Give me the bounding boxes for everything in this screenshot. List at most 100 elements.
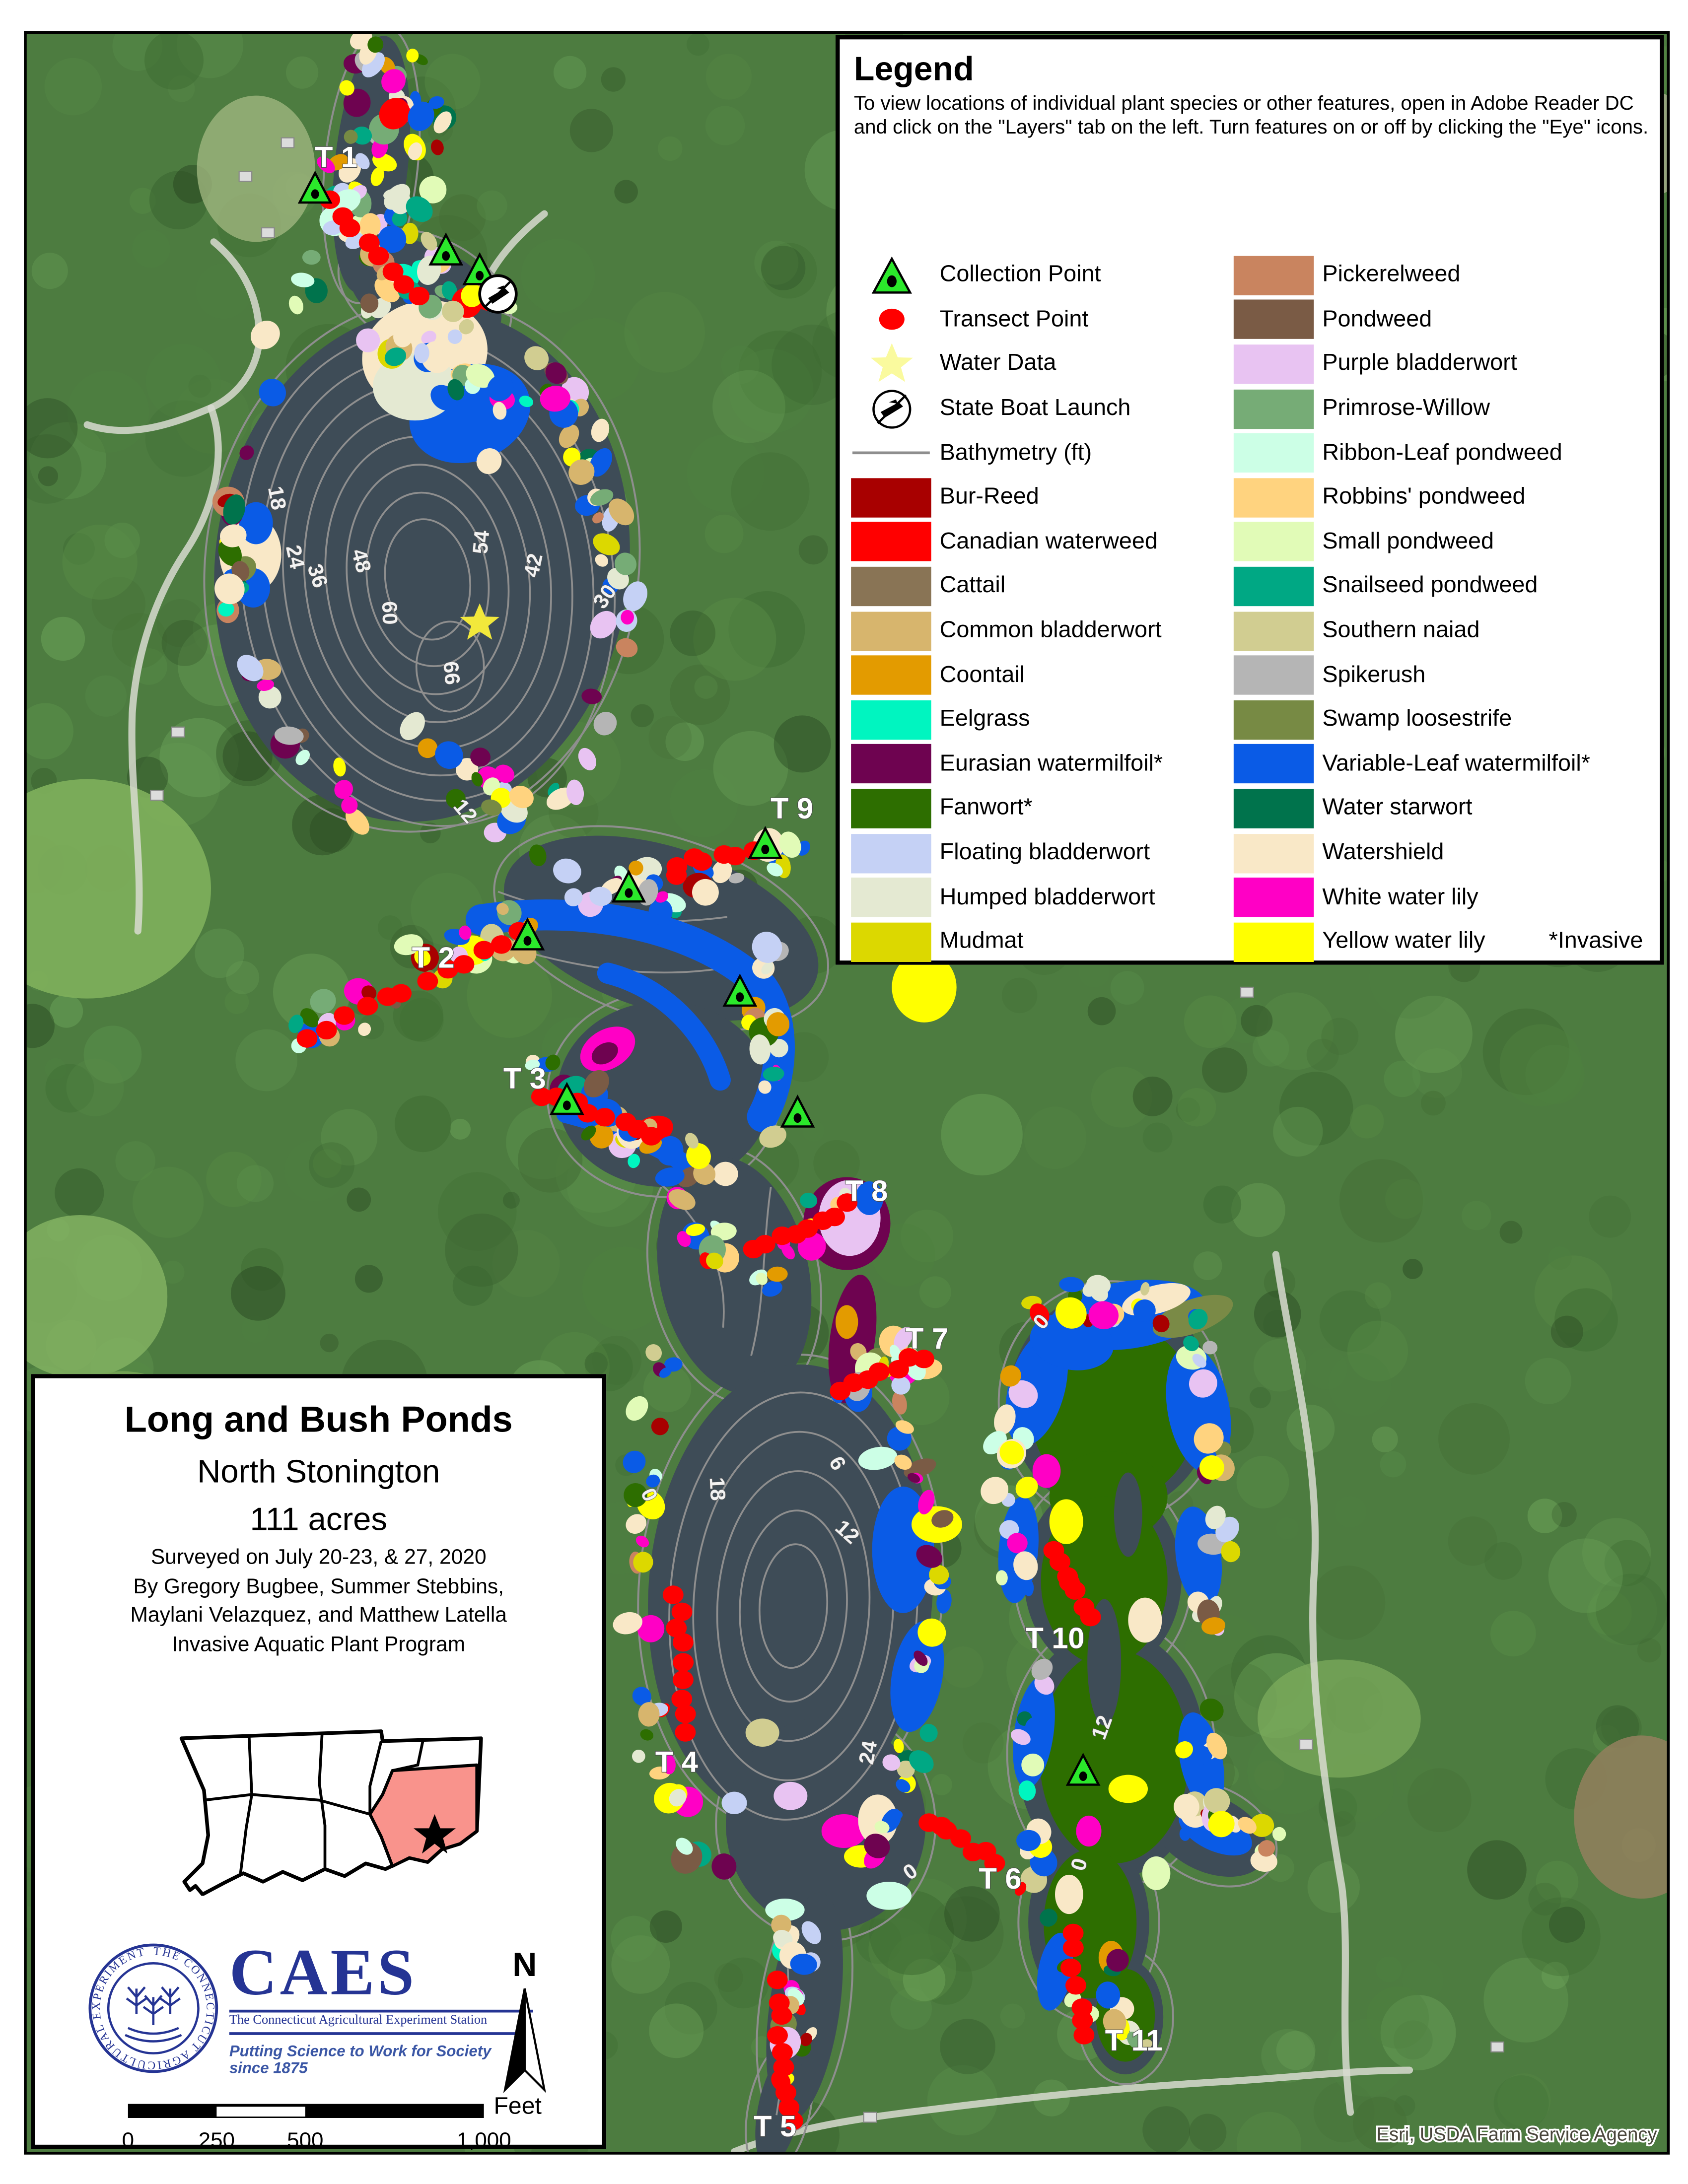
transect-point	[417, 972, 438, 991]
species-label: Southern naiad	[1322, 617, 1480, 643]
bathymetry-label: 0	[1067, 1856, 1093, 1873]
species-label: Pondweed	[1322, 306, 1432, 332]
transect-point	[672, 1633, 694, 1652]
legend-right-column: Pickerelweed Pondweed Purple bladderwort Pr…	[1233, 253, 1663, 964]
bathymetry-label: 60	[377, 601, 402, 625]
legend-species-row: Eelgrass	[851, 697, 1238, 742]
legend-species-row: Swamp loosestrife	[1233, 697, 1663, 742]
transect-label: T 3	[503, 1062, 546, 1095]
boat-launch-icon	[851, 389, 931, 428]
transect-point	[1062, 1938, 1084, 1957]
species-label: Floating bladderwort	[939, 839, 1150, 865]
legend-species-right: Pickerelweed Pondweed Purple bladderwort Pr…	[1233, 253, 1663, 964]
transect-point	[984, 1853, 1005, 1873]
transect-point	[773, 2058, 794, 2077]
transect-point	[672, 1670, 694, 1689]
transect-label: T 9	[771, 792, 813, 825]
bathymetry-line-icon	[851, 433, 931, 473]
species-swatch	[1233, 300, 1314, 340]
transect-point	[950, 1829, 972, 1848]
transect-point	[577, 1104, 598, 1123]
legend-species-row: Water starwort	[1233, 786, 1663, 831]
legend-symbol-label: State Boat Launch	[939, 395, 1131, 421]
transect-point	[1080, 1608, 1101, 1627]
legend-species-row: Robbins' pondweed	[1233, 476, 1663, 520]
transect-point	[1073, 2026, 1095, 2045]
transect-point	[691, 852, 712, 871]
transect-point	[824, 1207, 845, 1227]
bathymetry-label: 66	[438, 660, 464, 685]
species-label: Mudmat	[939, 928, 1024, 954]
inset-star	[413, 1814, 456, 1854]
scale-unit: Feet	[493, 2092, 542, 2119]
legend-species-row: Floating bladderwort	[851, 831, 1238, 876]
bathymetry-label: 24	[281, 543, 309, 571]
legend-species-row: Pickerelweed	[1233, 253, 1663, 298]
survey-date: Surveyed on July 20-23, & 27, 2020	[150, 1545, 487, 1570]
transect-point	[391, 984, 412, 1003]
title-block: Long and Bush Ponds North Stonington 111…	[31, 1374, 607, 2153]
species-swatch	[1233, 878, 1314, 917]
species-swatch	[1233, 744, 1314, 784]
species-label: Purple bladderwort	[1322, 350, 1517, 376]
species-label: Robbins' pondweed	[1322, 484, 1526, 510]
collection-point	[1065, 1753, 1101, 1786]
bathymetry-label: 54	[469, 530, 494, 555]
transect-point	[409, 286, 430, 306]
legend-species-row: Yellow water lily	[1233, 920, 1663, 964]
transect-point	[666, 1619, 687, 1638]
species-swatch	[851, 611, 931, 651]
species-label: Watershield	[1322, 839, 1444, 865]
species-swatch	[1233, 655, 1314, 695]
legend-species-row: Ribbon-Leaf pondweed	[1233, 431, 1663, 476]
legend-symbol-label: Bathymetry (ft)	[939, 439, 1092, 465]
species-swatch	[1233, 833, 1314, 873]
collection-point	[510, 917, 545, 951]
transect-label: T 8	[845, 1174, 888, 1208]
transect-point	[358, 233, 380, 252]
species-swatch	[1233, 522, 1314, 562]
basemap-attribution: Esri, USDA Farm Service Agency	[1376, 2123, 1657, 2145]
caes-seal: THE CONNECTICUT AGRICULTURAL EXPERIMENT …	[86, 1941, 218, 2073]
transect-point	[1064, 1581, 1086, 1600]
scale-tick: 500	[287, 2129, 324, 2153]
species-label: Bur-Reed	[939, 484, 1039, 510]
transect-point	[754, 1234, 775, 1254]
species-label: Water starwort	[1322, 795, 1473, 821]
legend-species-row: Mudmat	[851, 920, 1238, 964]
species-swatch	[851, 522, 931, 562]
species-label: Swamp loosestrife	[1322, 706, 1512, 732]
legend-species-row: Primrose-Willow	[1233, 387, 1663, 431]
transect-label: T 10	[1025, 1622, 1084, 1655]
legend-symbol-row: Bathymetry (ft)	[851, 431, 1238, 476]
transect-point	[662, 1585, 684, 1604]
transect-point	[767, 1971, 788, 1989]
species-swatch	[851, 478, 931, 518]
transect-point	[382, 262, 404, 281]
map-town: North Stonington	[197, 1452, 440, 1490]
species-swatch	[851, 789, 931, 828]
legend-species-row: White water lily	[1233, 875, 1663, 920]
collection-point	[549, 1082, 584, 1115]
transect-point	[334, 1006, 355, 1025]
highlighted-county	[368, 1763, 479, 1868]
species-swatch	[1233, 256, 1314, 295]
collection-point	[462, 252, 497, 285]
transect-label: T 7	[906, 1322, 948, 1355]
species-label: Common bladderwort	[939, 617, 1162, 643]
transect-label: T 1	[315, 140, 357, 174]
transect-point	[797, 1219, 818, 1238]
species-label: Cattail	[939, 573, 1006, 599]
species-label: Small pondweed	[1322, 528, 1494, 554]
species-label: Primrose-Willow	[1322, 395, 1490, 421]
species-label: Eurasian watermilfoil*	[939, 751, 1163, 776]
legend-panel: Legend To view locations of individual p…	[835, 35, 1664, 965]
species-swatch	[1233, 433, 1314, 473]
legend-instructions: To view locations of individual plant sp…	[853, 92, 1649, 140]
transect-point	[1060, 1958, 1081, 1978]
species-swatch	[1233, 344, 1314, 384]
species-swatch	[1233, 922, 1314, 962]
transect-point	[491, 935, 512, 954]
legend-species-row: Variable-Leaf watermilfoil*	[1233, 742, 1663, 787]
survey-authors-2: Maylani Velazquez, and Matthew Latella	[130, 1604, 507, 1628]
